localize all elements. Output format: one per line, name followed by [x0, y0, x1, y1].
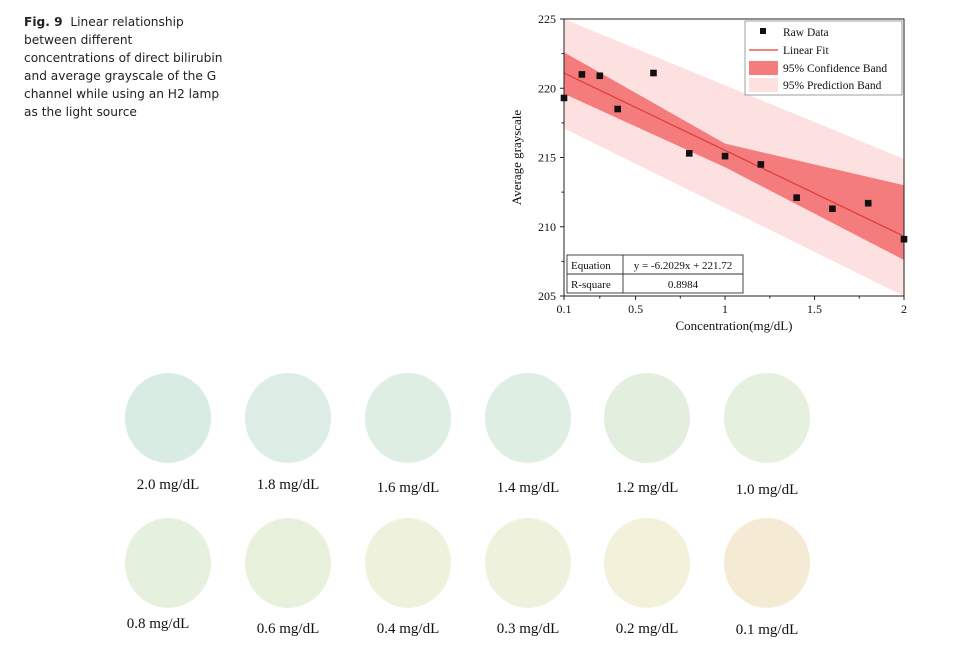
data-point: [650, 69, 657, 77]
color-swatch: [245, 518, 331, 608]
x-tick-label: 2: [901, 302, 907, 316]
color-swatch: [604, 373, 690, 463]
swatch-label: 0.4 mg/dL: [376, 621, 440, 637]
y-tick-label: 205: [538, 289, 556, 303]
y-tick-label: 215: [538, 151, 556, 165]
swatch-label: 1.2 mg/dL: [615, 480, 679, 496]
legend-fit-label: Linear Fit: [783, 45, 829, 57]
x-axis-label: Concentration(mg/dL): [676, 318, 793, 333]
swatch-label: 0.8 mg/dL: [126, 616, 190, 632]
equation-value: y = -6.2029x + 221.72: [634, 260, 733, 272]
data-point: [560, 94, 568, 102]
color-swatch: [245, 373, 331, 463]
color-swatch: [485, 518, 571, 608]
y-axis-label: Average grayscale: [509, 110, 524, 206]
r-square-label: R-square: [571, 279, 611, 291]
y-tick-label: 225: [538, 12, 556, 26]
data-point: [614, 105, 621, 113]
data-point: [596, 72, 604, 80]
confidence-band: [564, 52, 904, 260]
y-tick-label: 210: [538, 220, 556, 234]
color-swatch: [365, 518, 451, 608]
scatter-chart: 0.1 0.5 1 1.5 2 205 210 215 220 225 Concentration(…: [509, 12, 908, 333]
data-point: [900, 235, 908, 243]
swatch-label: 0.3 mg/dL: [496, 621, 560, 637]
x-tick-label: 1: [722, 302, 728, 316]
figure-caption: Fig. 9 Linear relationship between diffe…: [24, 13, 224, 121]
legend-raw-label: Raw Data: [783, 27, 829, 39]
y-tick-label: 220: [538, 81, 556, 95]
legend-conf-swatch: [749, 61, 778, 75]
color-swatch: [485, 373, 571, 463]
swatch-label: 1.8 mg/dL: [256, 477, 320, 493]
legend-pred-label: 95% Prediction Band: [783, 80, 882, 92]
swatch-label: 1.0 mg/dL: [735, 482, 799, 498]
equation-label: Equation: [571, 260, 611, 272]
color-swatch: [125, 518, 211, 608]
data-point: [685, 150, 693, 157]
color-swatch: [125, 373, 211, 463]
data-point: [793, 194, 800, 201]
color-swatch: [604, 518, 690, 608]
color-swatch: [365, 373, 451, 463]
x-tick-label: 0.1: [557, 302, 572, 316]
color-swatch: [724, 518, 810, 608]
data-point: [578, 71, 586, 78]
swatch-label: 0.1 mg/dL: [735, 622, 799, 638]
data-point: [829, 205, 836, 213]
figure-number: Fig. 9: [24, 15, 63, 29]
legend-raw-marker: [760, 28, 766, 34]
data-point: [864, 199, 872, 207]
legend-conf-label: 95% Confidence Band: [783, 63, 887, 75]
legend-pred-swatch: [749, 78, 778, 92]
swatch-label: 0.6 mg/dL: [256, 621, 320, 637]
swatch-label: 0.2 mg/dL: [615, 621, 679, 637]
caption-text: Linear relationship between different co…: [24, 15, 223, 119]
data-point: [757, 161, 765, 168]
data-point: [721, 152, 729, 160]
swatch-label: 1.6 mg/dL: [376, 480, 440, 496]
swatch-label: 1.4 mg/dL: [496, 480, 560, 496]
swatch-label: 2.0 mg/dL: [136, 477, 200, 493]
x-tick-label: 1.5: [807, 302, 822, 316]
r-square-value: 0.8984: [668, 279, 699, 291]
linear-fit-line: [563, 72, 905, 237]
color-swatch: [724, 373, 810, 463]
x-tick-label: 0.5: [628, 302, 643, 316]
